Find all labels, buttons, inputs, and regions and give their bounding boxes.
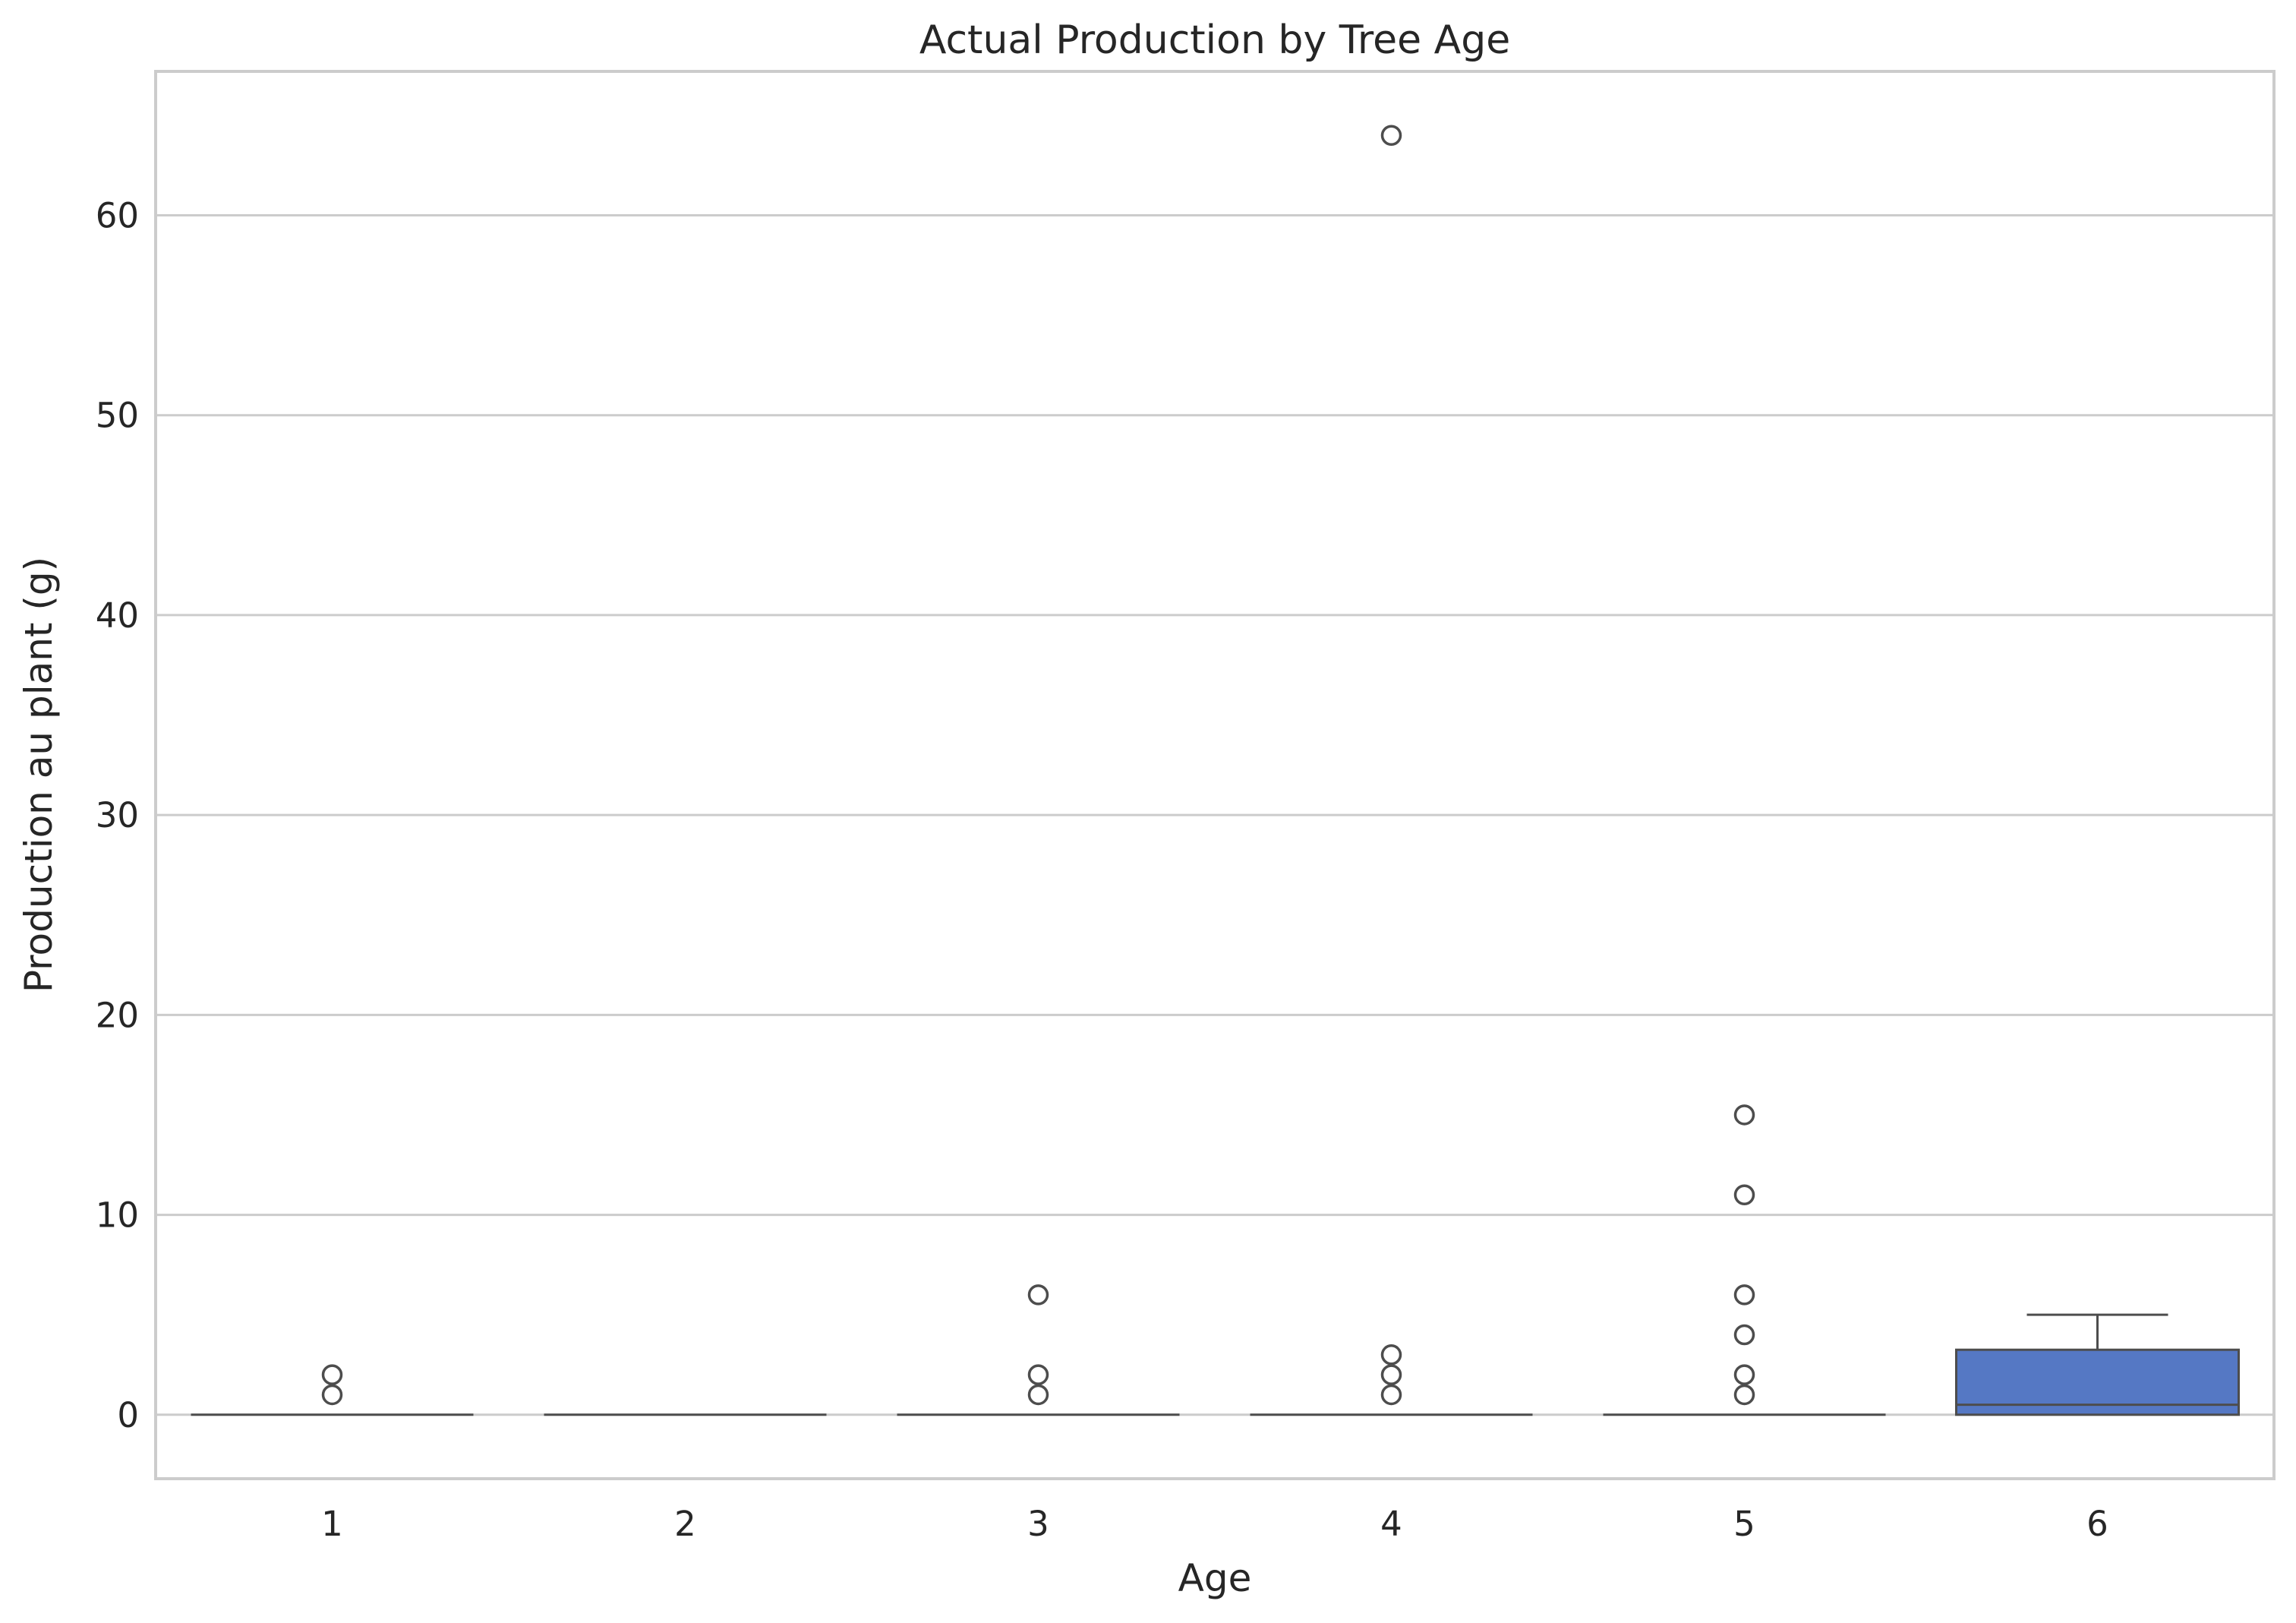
outlier-point bbox=[1027, 1384, 1049, 1406]
y-tick-label: 40 bbox=[96, 595, 139, 636]
y-tick-label: 50 bbox=[96, 396, 139, 436]
plot-frame bbox=[154, 70, 2276, 1480]
y-tick-label: 60 bbox=[96, 196, 139, 236]
box-group-age-6 bbox=[1955, 1313, 2240, 1416]
box-group-age-3 bbox=[897, 1284, 1180, 1416]
x-tick-label: 2 bbox=[674, 1504, 696, 1544]
box-group-age-1 bbox=[191, 1364, 474, 1416]
chart-title: Actual Production by Tree Age bbox=[919, 17, 1510, 63]
outlier-point bbox=[1733, 1324, 1755, 1346]
y-tick-label: 20 bbox=[96, 995, 139, 1035]
x-tick-label: 4 bbox=[1380, 1504, 1402, 1544]
outlier-point bbox=[1733, 1184, 1755, 1205]
gridlines bbox=[156, 214, 2274, 1416]
outlier-point bbox=[1380, 1384, 1402, 1406]
x-tick-label: 3 bbox=[1027, 1504, 1049, 1544]
outlier-point bbox=[1733, 1284, 1755, 1306]
outlier-point bbox=[1380, 125, 1402, 146]
x-tick-label: 1 bbox=[321, 1504, 343, 1544]
y-tick-label: 0 bbox=[117, 1395, 139, 1435]
x-tick-labels: 1 2 3 4 5 6 bbox=[321, 1504, 2108, 1544]
outlier-point bbox=[1380, 1344, 1402, 1366]
outlier-point bbox=[1733, 1104, 1755, 1126]
y-axis-label: Production au plant (g) bbox=[17, 557, 61, 993]
outlier-point bbox=[1027, 1364, 1049, 1385]
outlier-point bbox=[1027, 1284, 1049, 1306]
x-tick-label: 5 bbox=[1733, 1504, 1755, 1544]
outlier-point bbox=[1733, 1384, 1755, 1406]
y-tick-label: 30 bbox=[96, 795, 139, 835]
x-axis-label: Age bbox=[1178, 1556, 1252, 1600]
box-group-age-4 bbox=[1250, 125, 1533, 1416]
y-tick-label: 10 bbox=[96, 1195, 139, 1236]
x-tick-label: 6 bbox=[2086, 1504, 2108, 1544]
outlier-point bbox=[321, 1384, 343, 1406]
outlier-point bbox=[1380, 1364, 1402, 1385]
outlier-point bbox=[321, 1364, 343, 1385]
box-group-age-5 bbox=[1603, 1104, 1886, 1416]
outlier-point bbox=[1733, 1364, 1755, 1385]
boxes bbox=[191, 125, 2240, 1416]
y-tick-labels: 0 10 20 30 40 50 60 bbox=[96, 196, 139, 1435]
